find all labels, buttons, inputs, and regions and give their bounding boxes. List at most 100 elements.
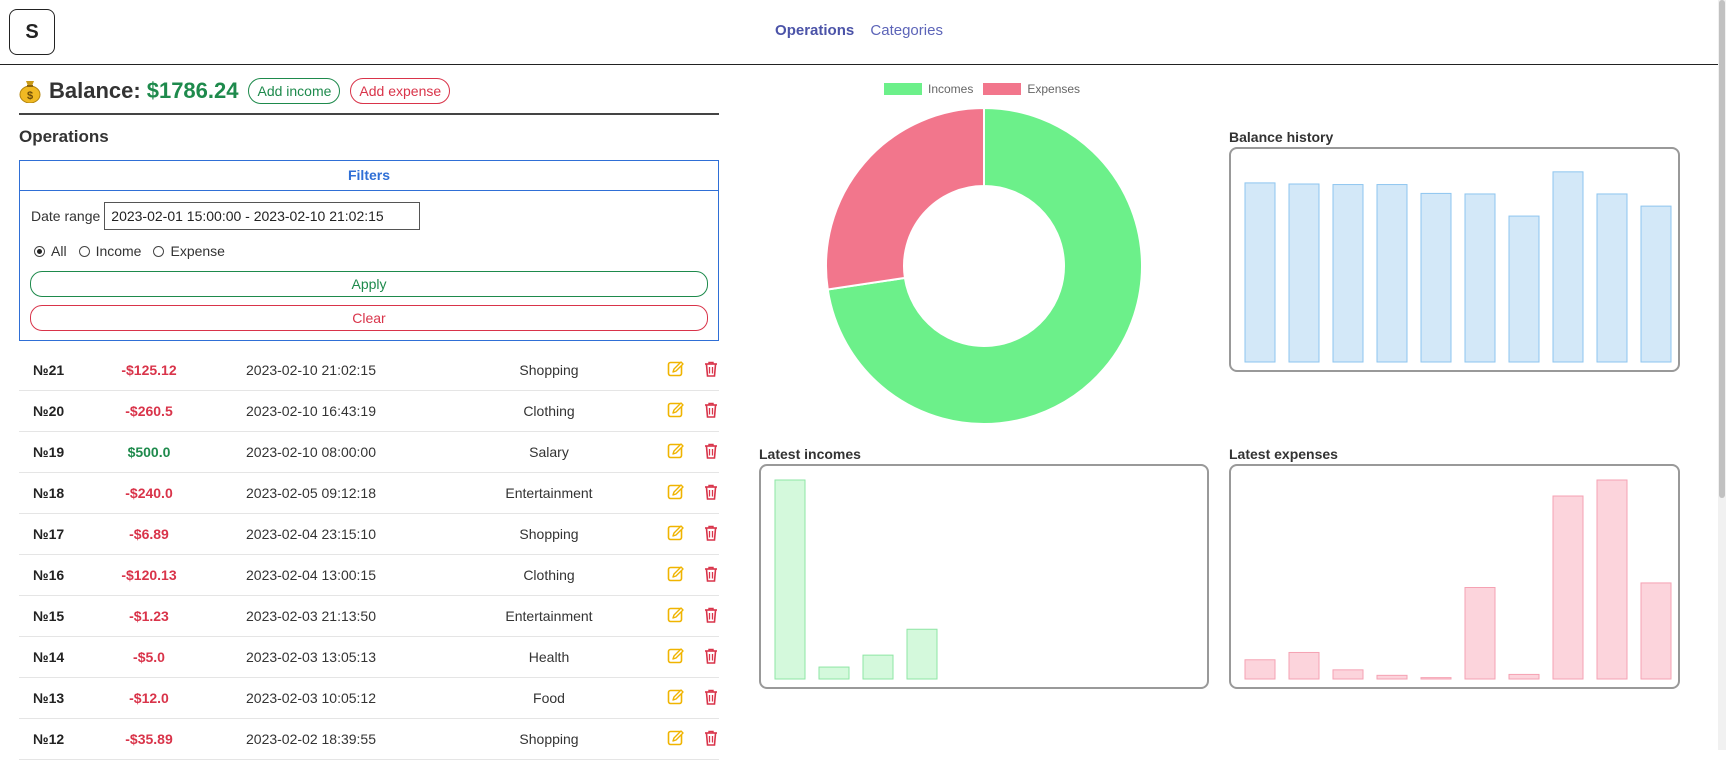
radio-income-circle[interactable]: [78, 245, 90, 257]
trash-icon[interactable]: [702, 360, 720, 378]
operation-id: №16: [33, 567, 65, 583]
edit-icon[interactable]: [667, 606, 685, 624]
operation-row: №17 -$6.89 2023-02-04 23:15:10 Shopping: [19, 514, 719, 555]
trash-icon[interactable]: [702, 688, 720, 706]
latest-expense-bar[interactable]: [1288, 651, 1320, 680]
legend-item-expenses[interactable]: Expenses: [983, 82, 1080, 96]
radio-income[interactable]: Income: [78, 243, 141, 259]
add-expense-button[interactable]: Add expense: [350, 78, 451, 104]
balance-history-bar[interactable]: [1332, 184, 1364, 363]
operation-date: 2023-02-03 10:05:12: [246, 690, 376, 706]
latest-expense-bar[interactable]: [1596, 479, 1628, 680]
edit-icon[interactable]: [667, 565, 685, 583]
trash-icon[interactable]: [702, 565, 720, 583]
operation-id: №12: [33, 731, 65, 747]
operation-amount: -$125.12: [121, 362, 177, 378]
latest-expense-bar[interactable]: [1420, 677, 1452, 680]
balance-history-title: Balance history: [1229, 129, 1334, 145]
legend-item-incomes[interactable]: Incomes: [884, 82, 973, 96]
trash-icon[interactable]: [702, 401, 720, 419]
operation-date: 2023-02-04 23:15:10: [246, 526, 376, 542]
latest-expense-bar[interactable]: [1464, 587, 1496, 680]
edit-icon[interactable]: [667, 688, 685, 706]
operation-row: №15 -$1.23 2023-02-03 21:13:50 Entertainmen…: [19, 596, 719, 637]
balance-history-bar[interactable]: [1464, 193, 1496, 363]
edit-icon[interactable]: [667, 483, 685, 501]
date-range-input[interactable]: [104, 202, 421, 230]
trash-icon[interactable]: [702, 483, 720, 501]
latest-income-bar[interactable]: [862, 654, 894, 680]
latest-income-bar[interactable]: [774, 479, 806, 680]
operation-id: №19: [33, 444, 65, 460]
donut-slice-incomes[interactable]: [826, 107, 1143, 425]
balance-history-bar[interactable]: [1244, 182, 1276, 363]
operation-row: №21 -$125.12 2023-02-10 21:02:15 Shopping: [19, 350, 719, 391]
apply-button[interactable]: Apply: [30, 271, 708, 297]
operation-date: 2023-02-02 18:39:55: [246, 731, 376, 747]
edit-icon[interactable]: [667, 360, 685, 378]
filters-toggle[interactable]: Filters: [20, 161, 718, 191]
nav-categories[interactable]: Categories: [870, 22, 943, 39]
balance-history-bar[interactable]: [1420, 192, 1452, 363]
operation-category: Salary: [529, 444, 569, 460]
radio-expense-label: Expense: [170, 243, 225, 259]
trash-icon[interactable]: [702, 647, 720, 665]
balance-value: $1786.24: [146, 78, 239, 103]
scrollbar-thumb[interactable]: [1719, 0, 1725, 498]
trash-icon[interactable]: [702, 729, 720, 747]
trash-icon[interactable]: [702, 442, 720, 460]
operation-row: №18 -$240.0 2023-02-05 09:12:18 Entertainme…: [19, 473, 719, 514]
operation-id: №21: [33, 362, 65, 378]
operation-row: №16 -$120.13 2023-02-04 13:00:15 Clothing: [19, 555, 719, 596]
operation-category: Clothing: [523, 567, 575, 583]
operation-row: №19 $500.0 2023-02-10 08:00:00 Salary: [19, 432, 719, 473]
latest-expenses-svg: [1244, 479, 1672, 680]
radio-expense-circle[interactable]: [153, 245, 165, 257]
operation-category: Shopping: [519, 526, 579, 542]
latest-income-bar[interactable]: [906, 628, 938, 680]
balance-row: $ Balance: $1786.24 Add income Add expen…: [19, 76, 719, 106]
clear-button[interactable]: Clear: [30, 305, 708, 331]
operation-id: №13: [33, 690, 65, 706]
latest-expense-bar[interactable]: [1552, 495, 1584, 680]
operation-category: Shopping: [519, 362, 579, 378]
radio-expense[interactable]: Expense: [153, 243, 225, 259]
page-scrollbar[interactable]: [1718, 0, 1726, 750]
balance-history-bar[interactable]: [1640, 205, 1672, 363]
latest-expense-bar[interactable]: [1640, 582, 1672, 680]
income-expense-donut-chart: [825, 107, 1143, 425]
balance-history-chart: [1229, 147, 1680, 372]
latest-expense-bar[interactable]: [1508, 673, 1540, 680]
latest-expense-bar[interactable]: [1244, 659, 1276, 680]
legend-swatch-expenses: [983, 83, 1022, 95]
app-logo[interactable]: S: [9, 9, 55, 55]
radio-all[interactable]: All: [34, 243, 67, 259]
edit-icon[interactable]: [667, 524, 685, 542]
latest-expense-bar[interactable]: [1332, 669, 1364, 680]
trash-icon[interactable]: [702, 524, 720, 542]
latest-income-bar[interactable]: [818, 666, 850, 680]
balance-history-bar[interactable]: [1376, 184, 1408, 363]
date-range-label: Date range: [31, 208, 101, 224]
latest-incomes-svg: [774, 479, 938, 680]
radio-all-circle[interactable]: [34, 245, 45, 257]
trash-icon[interactable]: [702, 606, 720, 624]
latest-expense-bar[interactable]: [1376, 674, 1408, 680]
balance-history-bar[interactable]: [1552, 171, 1584, 363]
edit-icon[interactable]: [667, 729, 685, 747]
donut-slice-expenses[interactable]: [825, 107, 985, 291]
operation-date: 2023-02-03 13:05:13: [246, 649, 376, 665]
add-income-button[interactable]: Add income: [248, 78, 341, 104]
operation-id: №17: [33, 526, 65, 542]
donut-legend: Incomes Expenses: [884, 82, 1090, 96]
operation-amount: -$6.89: [129, 526, 169, 542]
operation-date: 2023-02-05 09:12:18: [246, 485, 376, 501]
edit-icon[interactable]: [667, 401, 685, 419]
balance-history-bar[interactable]: [1596, 193, 1628, 363]
operation-amount: -$120.13: [121, 567, 177, 583]
balance-history-bar[interactable]: [1508, 215, 1540, 363]
edit-icon[interactable]: [667, 647, 685, 665]
nav-operations[interactable]: Operations: [775, 22, 855, 39]
edit-icon[interactable]: [667, 442, 685, 460]
balance-history-bar[interactable]: [1288, 183, 1320, 363]
